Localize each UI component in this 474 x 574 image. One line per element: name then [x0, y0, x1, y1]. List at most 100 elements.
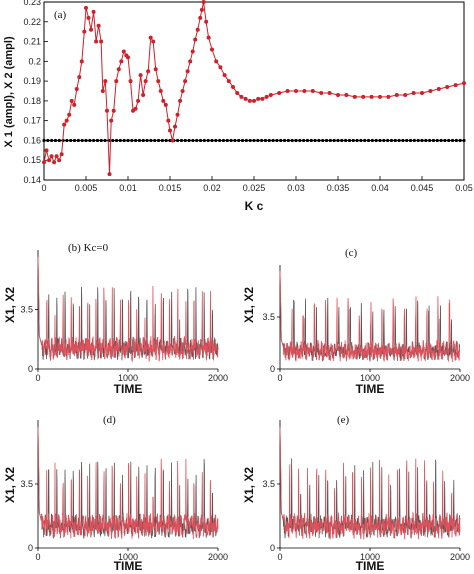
data-point-red — [47, 158, 52, 163]
data-point-red — [378, 94, 382, 99]
data-point-black — [294, 138, 298, 143]
data-point-black — [233, 138, 237, 143]
plot-area-a — [43, 1, 465, 181]
data-point-red — [133, 106, 138, 111]
data-point-black — [198, 138, 203, 143]
data-point-red — [79, 59, 84, 64]
data-point-red — [99, 39, 104, 44]
data-point-black — [332, 138, 336, 143]
data-point-black — [355, 138, 359, 143]
data-point-red — [111, 108, 116, 113]
y-tick-label: 0.15 — [23, 155, 41, 165]
chart-panel-a: 0.140.150.160.170.180.190.20.210.220.23 … — [3, 0, 473, 213]
data-point-red — [141, 92, 146, 97]
y-axis-label-a: X 1 (ampl), X 2 (ampl) — [3, 36, 15, 148]
panel-label-e: (e) — [337, 414, 350, 426]
data-point-black — [65, 138, 69, 143]
data-point-red — [116, 67, 121, 72]
data-point-red — [82, 29, 87, 34]
data-point-black — [405, 138, 409, 143]
chart-panel-d: (d) TIME X1, X2 0 3.5 0 1000 2000 — [3, 414, 228, 573]
data-point-black — [420, 138, 424, 143]
data-point-black — [267, 138, 271, 143]
series-line-x1 — [279, 270, 461, 363]
x-tick-label: 0.01 — [119, 183, 137, 193]
data-point-black — [386, 138, 390, 143]
data-point-black — [164, 138, 168, 143]
data-point-red — [153, 67, 158, 72]
data-point-black — [290, 138, 294, 143]
data-point-red — [64, 118, 69, 123]
data-point-black — [57, 138, 61, 143]
data-point-black — [149, 138, 153, 143]
data-point-red — [352, 94, 357, 99]
data-point-red — [183, 79, 188, 84]
x-axis-label-e: TIME — [356, 559, 385, 573]
data-point-black — [286, 138, 290, 143]
data-point-black — [99, 138, 103, 143]
data-point-black — [439, 138, 443, 143]
y-tick-label: 0 — [270, 364, 275, 374]
y-tick-label: 3.5 — [20, 305, 33, 315]
data-point-black — [126, 138, 130, 143]
data-point-black — [263, 138, 268, 143]
series-line-x1 — [37, 427, 219, 540]
data-point-black — [130, 138, 134, 143]
data-point-black — [187, 138, 191, 143]
data-point-red — [201, 0, 206, 4]
chart-panel-c: (c) TIME X1, X2 0 3.5 0 1000 2000 — [242, 247, 470, 396]
x-tick-label: 1000 — [118, 552, 138, 562]
data-point-black — [279, 138, 283, 143]
data-point-black — [76, 138, 80, 143]
data-point-red — [361, 94, 366, 99]
data-point-red — [252, 98, 256, 103]
data-point-red — [327, 90, 332, 95]
x-tick-label: 2000 — [450, 373, 470, 383]
data-point-red — [411, 90, 416, 95]
x-tick-label: 2000 — [208, 373, 228, 383]
data-point-black — [397, 138, 401, 143]
data-point-black — [344, 138, 348, 143]
data-point-red — [453, 83, 458, 88]
y-tick-label: 3.5 — [20, 479, 33, 489]
data-point-red — [168, 128, 172, 133]
data-point-red — [319, 90, 324, 95]
data-point-red — [336, 92, 340, 97]
y-axis-label-b: X1, X2 — [3, 287, 17, 323]
x-ticks-a: 0 0.005 0.01 0.015 0.02 0.025 0.03 0.035 0.04 0.0… — [41, 176, 473, 193]
data-point-red — [163, 102, 168, 107]
data-point-black — [412, 138, 416, 143]
data-point-black — [225, 138, 229, 143]
data-point-red — [226, 79, 231, 84]
y-tick-label: 0.23 — [23, 0, 41, 7]
data-point-red — [462, 81, 466, 86]
data-point-black — [88, 138, 92, 143]
data-point-red — [69, 98, 74, 103]
y-ticks-a: 0.14 0.15 0.16 0.17 0.18 0.19 0.2 0.21 0.22 0.23 — [23, 0, 48, 185]
data-point-red — [231, 85, 235, 90]
data-point-black — [340, 138, 344, 143]
series-line-x1 — [37, 256, 219, 363]
data-point-black — [462, 138, 466, 143]
y-tick-label: 0 — [28, 364, 33, 374]
data-point-black — [408, 138, 413, 143]
x-tick-label: 0 — [277, 373, 282, 383]
data-point-black — [359, 138, 363, 143]
data-point-black — [366, 138, 371, 143]
x-tick-label: 0.005 — [75, 183, 98, 193]
data-point-black — [42, 138, 46, 143]
data-point-red — [403, 92, 408, 97]
data-point-red — [105, 108, 109, 113]
data-point-black — [183, 138, 187, 143]
data-point-red — [344, 92, 349, 97]
data-point-red — [188, 59, 193, 64]
data-point-black — [137, 138, 142, 143]
data-point-red — [206, 35, 211, 40]
data-point-black — [389, 138, 394, 143]
data-point-black — [435, 138, 439, 143]
data-point-black — [401, 138, 405, 143]
x-tick-label: 0.025 — [243, 183, 266, 193]
data-point-black — [111, 138, 115, 143]
data-point-red — [114, 79, 119, 84]
y-axis-label-d: X1, X2 — [3, 467, 17, 503]
